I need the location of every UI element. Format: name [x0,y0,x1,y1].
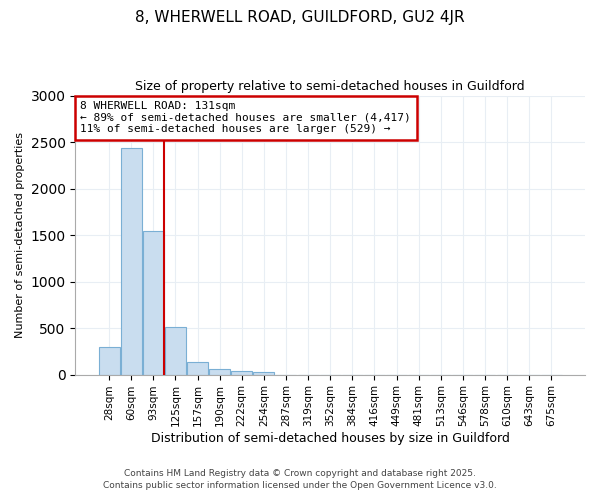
Bar [231,372,252,374]
Bar [187,362,208,374]
Text: 8 WHERWELL ROAD: 131sqm
← 89% of semi-detached houses are smaller (4,417)
11% of: 8 WHERWELL ROAD: 131sqm ← 89% of semi-de… [80,101,411,134]
Bar [209,368,230,374]
Bar [253,372,274,374]
Title: Size of property relative to semi-detached houses in Guildford: Size of property relative to semi-detach… [136,80,525,93]
Bar [165,327,186,374]
Bar [121,148,142,374]
X-axis label: Distribution of semi-detached houses by size in Guildford: Distribution of semi-detached houses by … [151,432,509,445]
Bar [143,232,164,374]
Bar [98,346,119,374]
Text: Contains HM Land Registry data © Crown copyright and database right 2025.
Contai: Contains HM Land Registry data © Crown c… [103,469,497,490]
Text: 8, WHERWELL ROAD, GUILDFORD, GU2 4JR: 8, WHERWELL ROAD, GUILDFORD, GU2 4JR [135,10,465,25]
Y-axis label: Number of semi-detached properties: Number of semi-detached properties [15,132,25,338]
